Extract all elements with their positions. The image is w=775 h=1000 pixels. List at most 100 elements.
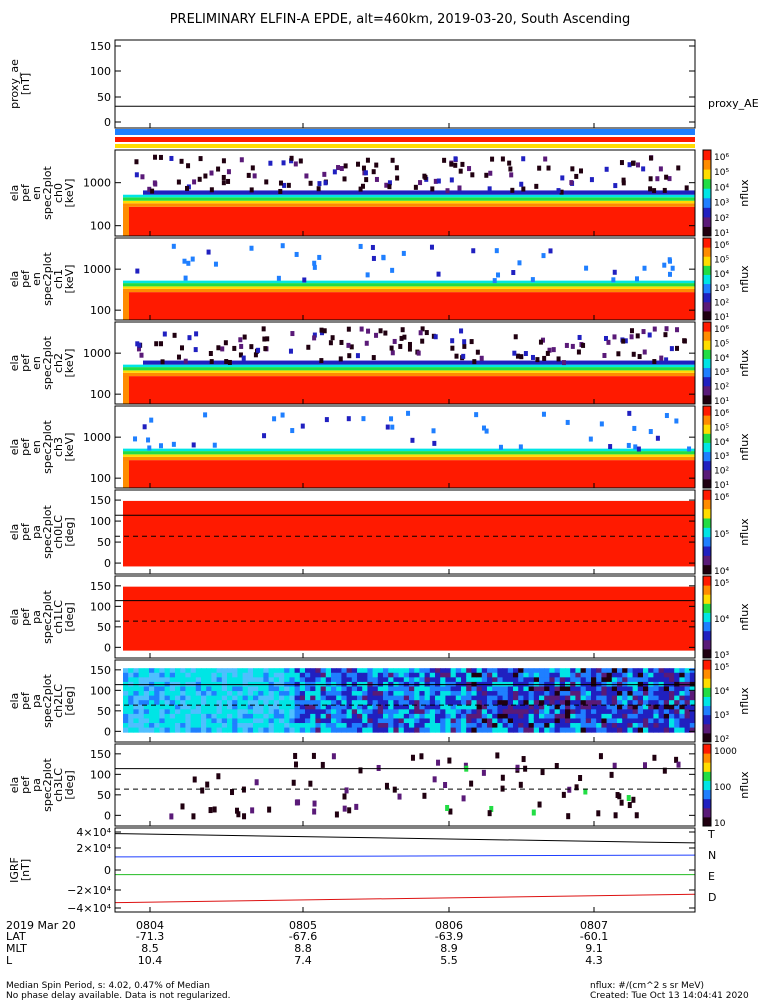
pa-ch2-cell [159,668,166,674]
pa-ch2-cell [502,677,509,683]
pa-ch3-pixel [392,786,397,793]
pa-ch2-cell [227,704,233,710]
pa-ch2-cell [450,691,457,697]
pa-ch2-cell [637,686,644,692]
pa-ch3-pixel [487,810,492,817]
spectrogram-pixel [304,173,309,179]
pa-ch2-cell [284,704,290,710]
pa-ch2-cell [606,700,613,706]
pa-ch2-cell [466,691,472,697]
pa-ch2-cell [445,686,452,692]
pa-ch2-cell [435,718,441,724]
pa-ch2-cell [445,718,452,724]
pa-ch2-cell [367,704,374,710]
pa-ch2-cell [346,704,353,710]
spectrogram-pixel [570,343,575,349]
spectrogram-pixel [519,181,524,187]
pa-ch2-cell [632,727,639,733]
pa-ch2-cell [320,668,327,674]
pa-ch2-cell [461,695,467,701]
colorbar-label: nflux [738,179,751,207]
pa-ch2-cell [128,686,134,692]
pa-ch2-cell [211,704,218,710]
pa-ch2-cell [466,668,472,674]
y-axis-label: ela [8,185,21,202]
pa-ch2-cell [190,713,197,719]
spectrogram-pixel [317,181,322,187]
spectrogram-pixel [664,413,669,419]
colorbar-segment [703,816,711,827]
pa-ch2-cell [414,718,420,724]
colorbar-segment [703,723,711,734]
pa-ch2-cell [679,713,686,719]
spectrogram-pixel [667,271,672,277]
spectrogram-pixel [655,176,660,182]
pa-ch2-cell [315,704,322,710]
y-axis-label: ela [8,524,21,541]
pa-ch2-cell [440,709,446,715]
pa-ch2-cell [351,718,358,724]
pa-ch2-cell [601,668,608,674]
pa-ch2-cell [570,668,576,674]
pa-ch2-cell [123,668,129,674]
spectrogram-pixel [384,182,389,188]
pa-ch2-cell [367,695,374,701]
spectrogram-pixel [420,338,425,344]
pa-ch2-cell [648,668,654,674]
pa-ch2-cell [689,700,696,706]
pa-ch2-cell [159,723,166,729]
pa-ch2-cell [450,672,457,678]
pa-ch2-cell [305,691,311,697]
pa-ch2-cell [466,723,472,729]
pa-ch2-cell [580,677,587,683]
pa-ch2-cell [523,727,530,733]
pa-ch2-cell [227,713,233,719]
y-tick-label: 100 [90,65,111,78]
pa-ch2-cell [549,677,556,683]
spectrogram-pixel [153,154,158,160]
pa-ch2-cell [201,691,207,697]
spectrogram-pixel [538,339,543,345]
pa-ch2-cell [502,713,509,719]
pa-ch2-cell [237,713,244,719]
pa-ch2-cell [554,672,561,678]
spectrogram-band-cyan [123,364,695,368]
pa-ch2-cell [138,709,145,715]
colorbar-label: nflux [738,687,751,715]
y-axis-label: pef [19,183,32,202]
pa-ch2-cell [299,677,306,683]
pa-ch2-cell [684,718,691,724]
spectrogram-pixel [641,166,646,172]
y-axis-label: pef [19,607,32,626]
spectrogram-pixel [662,262,667,268]
pa-ch2-cell [149,723,155,729]
pa-ch2-cell [627,672,634,678]
pa-ch2-cell [180,700,186,706]
spectrogram-pixel [288,348,293,354]
pa-ch2-cell [284,672,290,678]
spectrogram-pixel [365,157,370,163]
pa-ch2-cell [346,668,353,674]
pa-ch2-cell [273,677,280,683]
pa-ch2-cell [518,718,524,724]
pa-ch2-cell [357,695,363,701]
pa-ch2-cell [315,691,322,697]
y-tick-label: 100 [90,600,111,613]
pa-ch2-cell [455,686,462,692]
pa-ch2-cell [325,727,332,733]
colorbar-tick-label: 10¹ [714,313,729,323]
pa-ch2-cell [684,704,691,710]
pa-ch2-cell [149,700,155,706]
spectrogram-pixel [664,174,669,180]
pa-ch2-cell [133,677,140,683]
pa-ch2-cell [242,686,249,692]
pa-ch2-cell [492,723,498,729]
pa-ch2-cell [632,704,639,710]
spectrogram-pixel [471,248,476,254]
pa-ch2-cell [601,700,608,706]
pa-ch2-cell [331,691,337,697]
pa-ch2-cell [409,677,415,683]
pa-ch3-pixel [500,774,505,781]
pa-ch2-cell [206,672,212,678]
